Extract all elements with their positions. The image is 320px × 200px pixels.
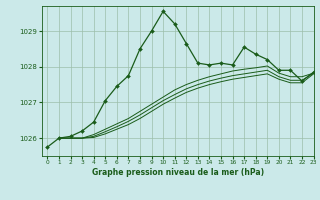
X-axis label: Graphe pression niveau de la mer (hPa): Graphe pression niveau de la mer (hPa) [92,168,264,177]
